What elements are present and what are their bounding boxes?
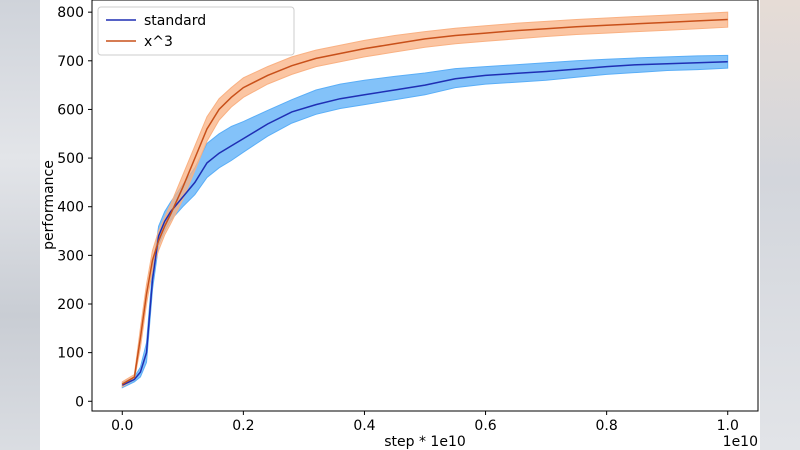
x-tick-label: 0.0 xyxy=(111,418,133,434)
x-tick-label: 0.4 xyxy=(353,418,375,434)
x-tick-label: 0.6 xyxy=(474,418,496,434)
x-tick-label: 0.8 xyxy=(596,418,618,434)
y-tick-label: 600 xyxy=(57,102,84,118)
y-tick-label: 400 xyxy=(57,200,84,216)
legend: standard x^3 xyxy=(97,6,295,56)
legend-label-standard: standard xyxy=(144,13,206,29)
band-x3 xyxy=(121,11,729,388)
x-tick-label: 1.0 xyxy=(717,418,739,434)
series-line-x3 xyxy=(121,18,728,385)
y-axis-label: performance xyxy=(41,160,57,250)
plot-frame xyxy=(91,0,759,412)
legend-box xyxy=(97,6,295,56)
y-tick-label: 0 xyxy=(75,394,84,410)
x-axis-offset-label: 1e10 xyxy=(723,434,758,450)
background-right-strip xyxy=(760,0,800,450)
y-tick-label: 200 xyxy=(57,297,84,313)
band-standard xyxy=(121,54,729,389)
line-chart: 0 100 200 300 400 500 600 700 800 0.0 0.2 0.4 0.6 0.… xyxy=(41,0,759,450)
y-tick-label: 700 xyxy=(57,54,84,70)
y-tick-label: 300 xyxy=(57,248,84,264)
y-tick-label: 100 xyxy=(57,346,84,362)
legend-label-x3: x^3 xyxy=(144,34,173,50)
y-tick-label: 500 xyxy=(57,151,84,167)
x-tick-label: 0.2 xyxy=(232,418,254,434)
y-tick-label: 800 xyxy=(57,5,84,21)
x-axis-label: step * 1e10 xyxy=(384,434,466,450)
series-line-standard xyxy=(121,61,728,386)
chart-figure: 0 100 200 300 400 500 600 700 800 0.0 0.2 0.4 0.6 0.… xyxy=(40,0,760,450)
background-left-strip xyxy=(0,0,40,450)
